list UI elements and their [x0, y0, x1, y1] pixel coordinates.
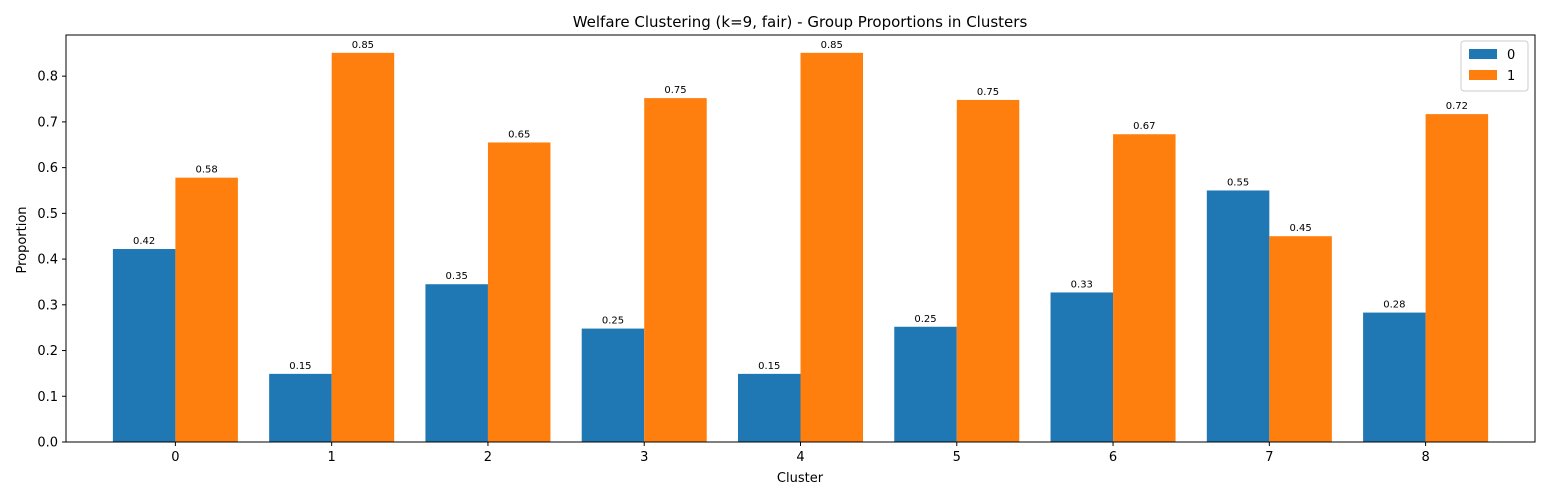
legend-frame	[1460, 40, 1529, 92]
x-tick-label: 4	[796, 450, 804, 465]
legend-label-0: 0	[1507, 48, 1515, 63]
x-axis: 0 1 2 3 4 5 6 7 8	[171, 442, 1430, 465]
bar-series-0-cluster-4	[737, 373, 801, 442]
y-tick-label: 0.5	[37, 207, 58, 222]
bar-series-0-cluster-6	[1050, 292, 1114, 442]
data-label-series-0-cluster-2: 0.35	[446, 271, 468, 282]
data-label-series-0-cluster-5: 0.25	[914, 314, 936, 325]
x-tick-label: 1	[328, 450, 336, 465]
bar-series-0-cluster-3	[581, 328, 645, 442]
x-tick-label: 2	[484, 450, 492, 465]
data-label-series-0-cluster-7: 0.55	[1227, 177, 1249, 188]
data-label-series-0-cluster-8: 0.28	[1383, 300, 1405, 311]
data-label-series-0-cluster-0: 0.42	[133, 236, 155, 247]
bar-series-0-cluster-1	[269, 373, 332, 442]
legend: 01	[1460, 40, 1529, 92]
y-tick-label: 0.3	[37, 298, 58, 313]
y-tick-label: 0.4	[37, 253, 58, 268]
bar-series-0-cluster-7	[1206, 190, 1270, 442]
x-tick-label: 7	[1265, 450, 1273, 465]
data-label-series-1-cluster-5: 0.75	[977, 87, 999, 98]
data-label-series-1-cluster-4: 0.85	[821, 40, 843, 51]
legend-label-1: 1	[1507, 69, 1515, 84]
y-tick-label: 0.0	[37, 436, 58, 451]
y-tick-label: 0.6	[37, 161, 58, 176]
data-label-series-1-cluster-2: 0.65	[508, 129, 530, 140]
bar-series-1-cluster-7	[1269, 236, 1332, 442]
bars-group	[112, 52, 1489, 443]
y-tick-label: 0.1	[37, 390, 58, 405]
bar-series-0-cluster-2	[425, 284, 488, 442]
bar-series-1-cluster-0	[175, 177, 238, 442]
data-label-series-1-cluster-0: 0.58	[196, 165, 218, 176]
data-labels-group: 0.42 0.15 0.35 0.25 0.15 0.25 0.33 0.55 0.28 0.58…	[133, 40, 1468, 372]
data-label-series-0-cluster-1: 0.15	[289, 361, 311, 372]
bar-series-1-cluster-6	[1113, 134, 1176, 442]
y-tick-label: 0.8	[37, 70, 58, 85]
x-tick-label: 3	[640, 450, 648, 465]
x-tick-label: 8	[1421, 450, 1429, 465]
y-tick-label: 0.2	[37, 344, 58, 359]
x-tick-label: 6	[1109, 450, 1117, 465]
bar-series-1-cluster-2	[487, 142, 551, 442]
data-label-series-1-cluster-3: 0.75	[664, 85, 686, 96]
bar-series-1-cluster-3	[644, 98, 707, 443]
bar-series-0-cluster-5	[894, 326, 957, 442]
y-tick-label: 0.7	[37, 115, 58, 130]
chart-title: Welfare Clustering (k=9, fair) - Group P…	[573, 13, 1028, 31]
legend-swatch-0	[1469, 49, 1497, 59]
bar-series-1-cluster-8	[1425, 114, 1489, 443]
data-label-series-0-cluster-4: 0.15	[758, 361, 780, 372]
data-label-series-1-cluster-6: 0.67	[1133, 121, 1155, 132]
bar-series-0-cluster-0	[112, 249, 176, 442]
bar-series-1-cluster-4	[800, 52, 864, 442]
y-axis: 0.0 0.1 0.2 0.3 0.4 0.5 0.6 0.7 0.8	[37, 70, 66, 451]
x-tick-label: 0	[171, 450, 179, 465]
y-axis-label: Proportion	[15, 206, 30, 273]
plot-frame	[65, 34, 1536, 443]
bar-series-1-cluster-1	[331, 52, 395, 442]
legend-swatch-1	[1469, 70, 1497, 80]
bar-series-0-cluster-8	[1363, 312, 1426, 442]
bar-series-1-cluster-5	[956, 99, 1020, 443]
x-tick-label: 5	[953, 450, 961, 465]
data-label-series-0-cluster-3: 0.25	[602, 316, 624, 327]
data-label-series-0-cluster-6: 0.33	[1071, 279, 1093, 290]
x-axis-label: Cluster	[777, 471, 824, 486]
data-label-series-1-cluster-7: 0.45	[1289, 223, 1311, 234]
data-label-series-1-cluster-8: 0.72	[1446, 101, 1468, 112]
data-label-series-1-cluster-1: 0.85	[352, 40, 374, 51]
